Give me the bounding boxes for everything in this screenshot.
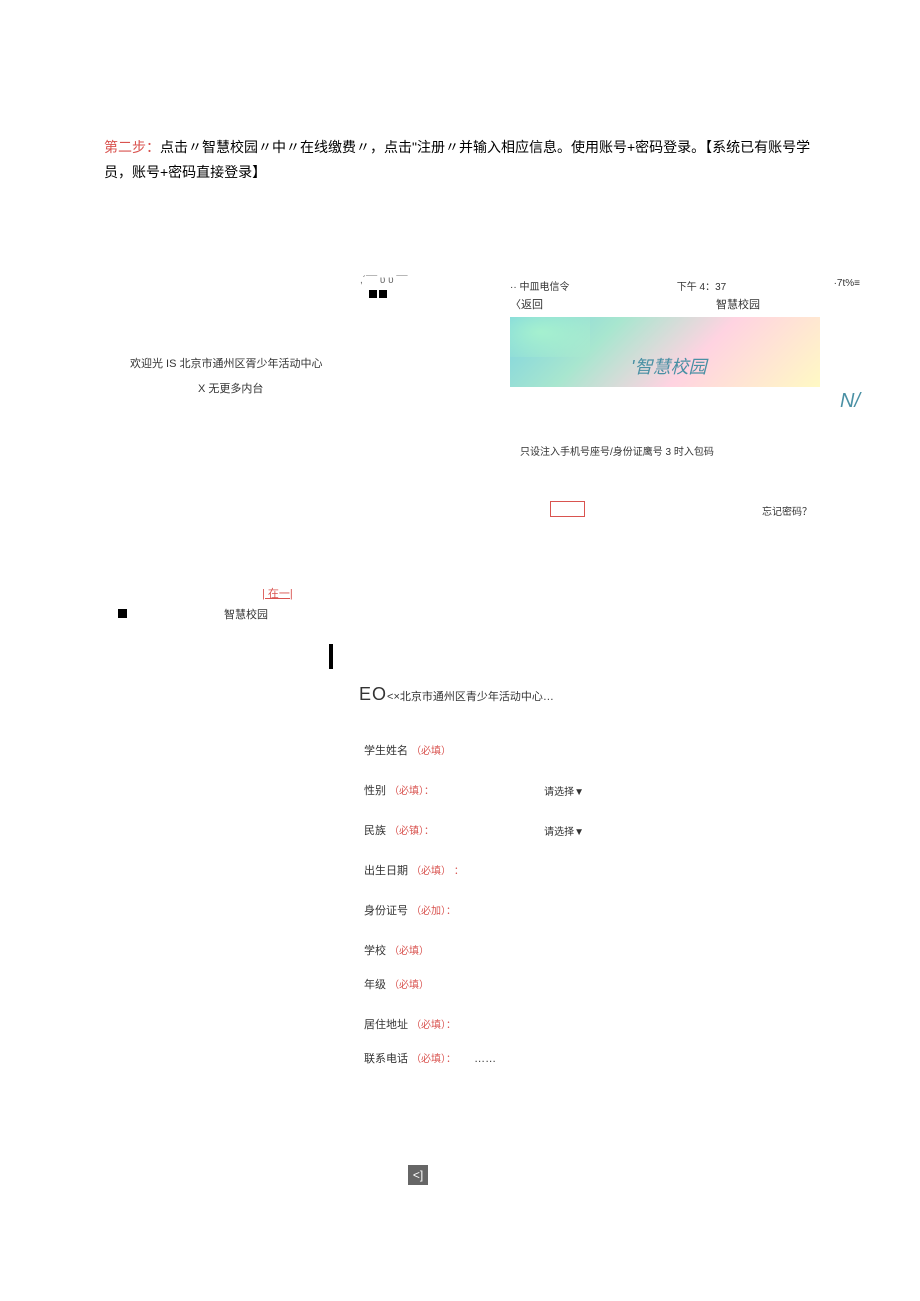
- carrier-text: ·· 中皿电信令: [510, 278, 569, 293]
- instruction-text: 第二步：点击〃智慧校园〃中〃在线缴费〃，点击"注册〃并输入相应信息。使用账号+密…: [104, 135, 816, 185]
- form-row-idcard: 身份证号 （必加）：: [364, 902, 584, 918]
- phone-mock-2: ·· 中皿电信令 下午 4：37 ·7t%≡ 〈返回 智慧校园 '智慧校园 N/…: [510, 278, 860, 387]
- birthdate-required: （必填） ：: [411, 866, 464, 877]
- registration-form: 学生姓名 （必填） 性别 （必填）： 请选择▼ 民族 （必镇）： 请选择▼ 出生…: [364, 742, 584, 1090]
- idcard-label: 身份证号: [364, 905, 408, 917]
- phone-dots: ……: [474, 1053, 496, 1065]
- eo-suffix: <×北京市通州区青少年活动中心…: [387, 688, 554, 704]
- form-row-school: 学校 （必填）: [364, 942, 584, 958]
- eo-header: EO <×北京市通州区青少年活动中心…: [359, 684, 554, 705]
- form-row-name: 学生姓名 （必填）: [364, 742, 584, 758]
- form-row-ethnicity: 民族 （必镇）： 请选择▼: [364, 822, 584, 838]
- status-bar: ·· 中皿电信令 下午 4：37 ·7t%≡: [510, 278, 860, 293]
- name-label: 学生姓名: [364, 745, 408, 757]
- grade-required: （必填）: [389, 980, 429, 991]
- phone-label: 联系电话: [364, 1053, 408, 1065]
- step-label: 第二步：: [104, 139, 160, 155]
- decorative-square: [118, 609, 127, 618]
- nav-title: 智慧校园: [716, 296, 760, 312]
- no-more-text: X 无更多内台: [198, 380, 263, 396]
- battery-text: ·7t%≡: [834, 278, 860, 293]
- banner-text: '智慧校园: [631, 353, 706, 379]
- zai-link[interactable]: | 在一|: [262, 585, 293, 601]
- time-text: 下午 4：37: [677, 278, 726, 293]
- gender-label: 性别: [364, 785, 386, 797]
- instruction-body: 点击〃智慧校园〃中〃在线缴费〃，点击"注册〃并输入相应信息。使用账号+密码登录。…: [104, 139, 810, 180]
- login-button-highlight[interactable]: [550, 501, 585, 517]
- phone-required: （必填）：: [411, 1054, 456, 1065]
- welcome-text: 欢迎光 IS 北京市通州区胥少年活动中心: [130, 355, 323, 371]
- login-hint: 只设注入手机号座号/身份证鹰号 3 时入包码: [520, 443, 714, 458]
- ethnicity-select[interactable]: 请选择▼: [544, 823, 584, 838]
- nav-row: 〈返回 智慧校园: [510, 296, 860, 312]
- address-label: 居住地址: [364, 1019, 408, 1031]
- gender-select[interactable]: 请选择▼: [544, 783, 584, 798]
- dots-text: ,´¯¯ υ υ ¯¯: [360, 275, 407, 286]
- form-row-gender: 性别 （必填）： 请选择▼: [364, 782, 584, 798]
- name-required: （必填）: [411, 746, 451, 757]
- form-row-birthdate: 出生日期 （必填） ：: [364, 862, 584, 878]
- grade-label: 年级: [364, 979, 386, 991]
- decorative-squares: [369, 290, 387, 298]
- eo-text: EO: [359, 684, 387, 705]
- ethnicity-required: （必镇）：: [389, 826, 434, 837]
- n-decoration: N/: [840, 390, 860, 413]
- divider-line: [329, 644, 333, 669]
- banner-image: '智慧校园: [510, 317, 820, 387]
- birthdate-label: 出生日期: [364, 865, 408, 877]
- form-row-phone: 联系电话 （必填）： ……: [364, 1050, 584, 1066]
- smart-campus-label: 智慧校园: [224, 606, 268, 622]
- form-row-address: 居住地址 （必填）：: [364, 1016, 584, 1032]
- school-label: 学校: [364, 945, 386, 957]
- idcard-required: （必加）：: [411, 906, 456, 917]
- address-required: （必填）：: [411, 1020, 456, 1031]
- school-required: （必填）: [389, 946, 429, 957]
- back-button[interactable]: 〈返回: [510, 296, 543, 312]
- forgot-password-link[interactable]: 忘记密码？: [762, 503, 812, 518]
- gender-required: （必填）：: [389, 786, 434, 797]
- ethnicity-label: 民族: [364, 825, 386, 837]
- back-icon[interactable]: <]: [408, 1165, 428, 1185]
- form-row-grade: 年级 （必填）: [364, 976, 584, 992]
